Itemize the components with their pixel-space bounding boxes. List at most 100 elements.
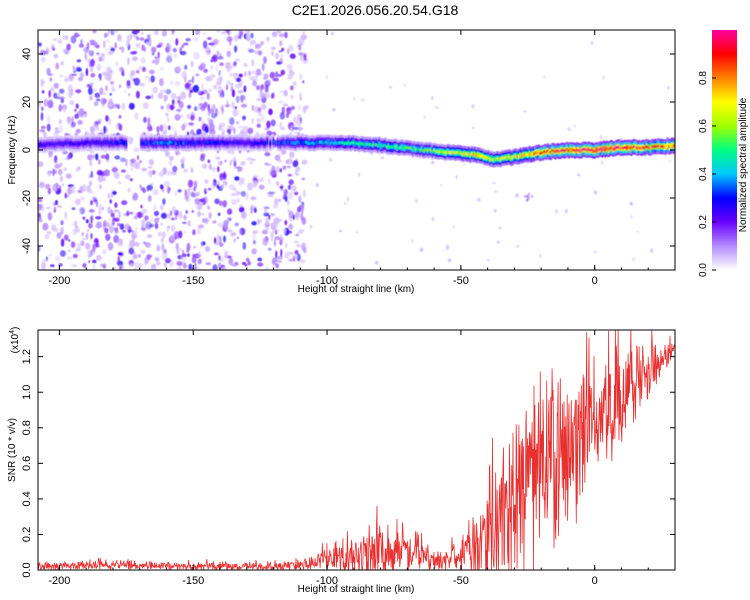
noise-blob [358,172,361,178]
noise-blob [212,264,218,270]
noise-blob [275,263,279,269]
noise-blob [156,244,161,252]
noise-blob [108,30,110,35]
noise-blob [78,108,85,117]
noise-blob [219,62,224,67]
signal-cell [492,158,495,162]
signal-cell [372,143,375,147]
noise-blob [279,40,283,47]
noise-blob [222,200,227,208]
signal-cell [458,151,461,155]
noise-blob [493,208,497,213]
signal-cell [285,140,288,144]
snr-y-label: SNR (10 * v/v) [7,418,18,482]
signal-cell [452,150,455,154]
signal-cell [558,150,561,153]
noise-blob [188,263,193,270]
noise-blob [107,242,114,251]
signal-cell [58,141,61,145]
noise-blob [202,32,207,35]
noise-blob [270,170,276,177]
noise-blob [174,113,181,121]
signal-cell [338,141,342,145]
signal-cell [652,145,656,149]
noise-blob [257,257,263,262]
noise-blob [71,73,77,77]
signal-cell [150,141,153,145]
noise-blob [282,165,287,170]
noise-blob [271,92,275,99]
noise-blob [115,61,118,67]
signal-cell [304,140,307,144]
noise-blob [107,192,111,199]
signal-cell [102,141,105,145]
noise-blob [151,46,157,53]
signal-cell [208,140,211,144]
noise-blob [148,159,154,166]
signal-cell [467,152,470,156]
signal-cell [302,141,305,145]
noise-blob [217,166,220,173]
signal-cell [97,141,100,145]
noise-blob [54,160,59,167]
noise-blob [139,160,142,164]
noise-blob [176,248,180,255]
noise-blob [154,55,157,59]
signal-cell [475,154,478,157]
noise-blob [67,249,71,253]
noise-blob [47,171,52,177]
noise-blob [112,217,117,221]
signal-cell [123,141,126,145]
noise-blob [75,103,79,109]
noise-blob [103,126,108,134]
noise-blob [62,107,67,113]
signal-cell [639,146,642,150]
noise-blob [139,83,146,87]
noise-blob [64,157,69,161]
signal-cell [210,141,213,145]
signal-cell [481,154,484,158]
noise-blob [137,262,144,268]
noise-blob [250,158,256,162]
noise-blob [216,110,220,115]
noise-blob [248,49,255,53]
noise-blob [188,80,192,83]
noise-blob [195,73,200,77]
noise-blob [54,127,59,131]
signal-cell [557,149,560,153]
noise-blob [182,249,185,255]
noise-blob [208,42,215,46]
signal-cell [49,142,52,146]
noise-blob [253,207,257,213]
noise-blob [74,198,81,205]
noise-blob [72,253,78,259]
noise-blob [145,95,152,100]
signal-cell [436,150,439,153]
signal-cell [146,141,149,145]
signal-cell [216,141,219,145]
noise-blob [104,227,109,234]
signal-cell [505,156,508,160]
signal-cell [190,141,193,145]
noise-blob [131,56,138,62]
noise-blob [135,70,140,74]
signal-cell [299,140,302,144]
noise-blob [88,223,93,229]
noise-blob [129,211,134,215]
signal-cell [188,141,191,144]
noise-blob [142,66,146,72]
noise-blob [60,228,64,232]
noise-blob [263,56,267,64]
noise-blob [181,156,186,164]
noise-blob [113,235,120,243]
signal-cell [258,142,261,146]
signal-cell [156,141,160,145]
noise-blob [126,210,130,217]
noise-blob [234,106,237,110]
noise-blob [288,69,294,75]
noise-blob [252,180,258,188]
signal-cell [112,141,116,145]
noise-blob [431,96,434,100]
signal-cell [637,146,640,149]
